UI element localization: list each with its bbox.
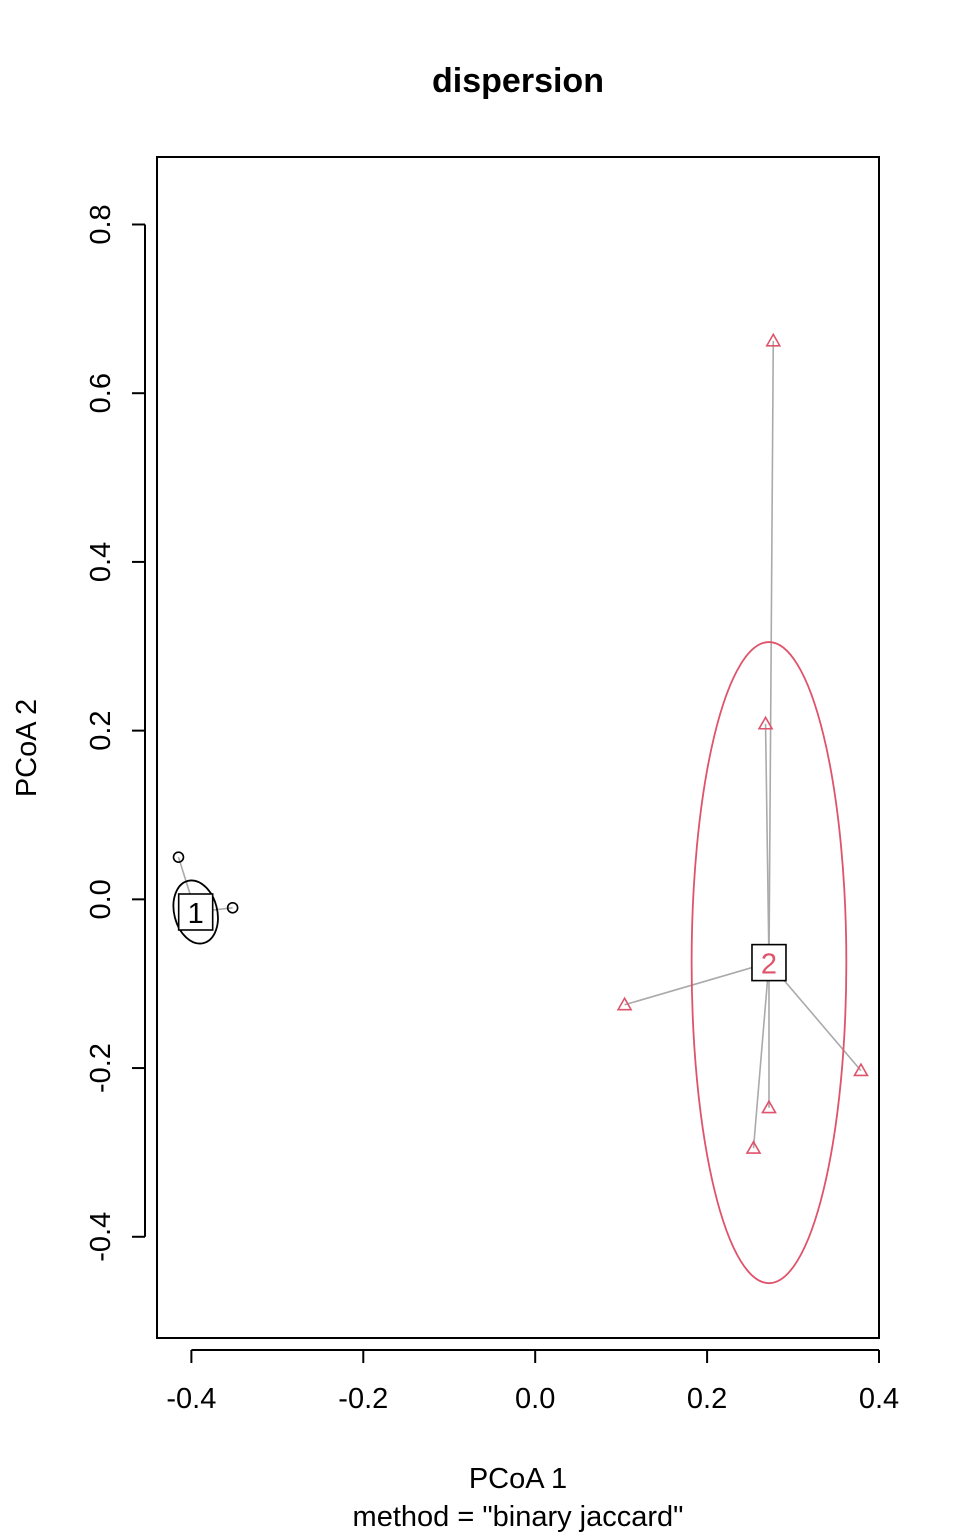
spoke-line-group-2 — [624, 961, 770, 1006]
plot-marks: 12 — [172, 332, 869, 1285]
x-tick-label: -0.2 — [338, 1383, 388, 1415]
centroid-label-group-1: 1 — [188, 898, 204, 930]
spoke-line-group-2 — [768, 340, 775, 963]
point-group-2 — [765, 332, 782, 347]
y-tick-label: -0.4 — [85, 1212, 117, 1262]
point-group-1 — [172, 851, 185, 863]
y-axis-label: PCoA 2 — [11, 699, 43, 797]
point-group-2 — [745, 1140, 762, 1154]
x-tick-label: 0.0 — [515, 1383, 555, 1415]
dispersion-ellipse-group-2 — [690, 641, 848, 1285]
point-group-2 — [616, 996, 633, 1011]
y-tick-label: -0.2 — [85, 1043, 117, 1093]
y-tick-label: 0.8 — [85, 204, 117, 244]
x-tick-label: 0.2 — [687, 1383, 727, 1415]
y-axis: -0.4 -0.2 0.0 0.2 0.4 0.6 0.8 — [85, 204, 146, 1262]
plot-frame — [156, 156, 880, 1339]
dispersion-ellipse-group-1 — [172, 879, 219, 945]
y-tick-label: 0.6 — [85, 373, 117, 413]
chart-subtitle: method = "binary jaccard" — [353, 1501, 684, 1533]
point-group-2 — [853, 1062, 869, 1077]
centroid-label-group-2: 2 — [761, 949, 777, 981]
chart-title: dispersion — [432, 62, 604, 100]
centroid-box-group-2 — [751, 943, 787, 982]
point-group-1 — [226, 901, 239, 914]
y-tick-label: 0.0 — [85, 879, 117, 919]
centroid-box-group-1 — [177, 893, 214, 931]
x-tick-label: 0.4 — [859, 1383, 899, 1415]
y-tick-label: 0.2 — [85, 710, 117, 750]
x-axis: -0.4 -0.2 0.0 0.2 0.4 — [166, 1349, 899, 1415]
spoke-line-group-2 — [764, 723, 770, 963]
spoke-line-group-2 — [752, 962, 770, 1149]
point-group-2 — [757, 715, 774, 730]
x-tick-label: -0.4 — [166, 1383, 216, 1415]
x-axis-label: PCoA 1 — [469, 1463, 567, 1495]
point-group-2 — [761, 1099, 777, 1114]
y-tick-label: 0.4 — [85, 542, 117, 582]
